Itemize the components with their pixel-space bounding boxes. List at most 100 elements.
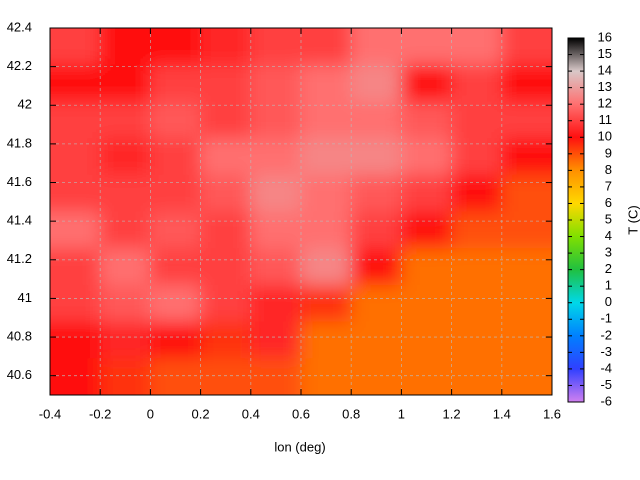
colorbar-tick-label: 0	[605, 294, 612, 309]
heatmap-cell	[200, 284, 252, 323]
heatmap-cell	[401, 138, 453, 176]
heatmap-cell	[451, 174, 503, 212]
colorbar-tick-label: 1	[605, 278, 612, 293]
colorbar-tick-label: 5	[605, 211, 612, 226]
heatmap-cell	[451, 138, 503, 176]
heatmap-cell	[301, 64, 352, 102]
heatmap-cell	[501, 358, 552, 395]
heatmap-cell	[50, 101, 101, 139]
x-tick-label: 0.4	[242, 406, 260, 421]
heatmap-cell	[250, 138, 302, 176]
heatmap-cell	[150, 284, 202, 323]
heatmap-cell	[301, 358, 352, 395]
heatmap-cell	[501, 101, 552, 139]
colorbar-tick-label: -5	[600, 377, 612, 392]
heatmap-cell	[351, 138, 402, 176]
heatmap-cell	[50, 174, 101, 212]
heatmap-cell	[401, 321, 453, 359]
heatmap-cell	[250, 284, 302, 323]
heatmap-cell	[150, 174, 202, 212]
heatmap-cell	[401, 248, 453, 286]
heatmap-cell	[250, 101, 302, 139]
heatmap-cell	[250, 211, 302, 249]
heatmap-cell	[50, 138, 101, 176]
heatmap-cell	[401, 28, 453, 66]
heatmap-cell	[301, 174, 352, 212]
heatmap-cell	[301, 284, 352, 323]
heatmap-cell	[451, 248, 503, 286]
heatmap-cell	[250, 28, 302, 66]
heatmap-cell	[50, 284, 101, 323]
colorbar-tick-label: 16	[598, 29, 612, 44]
heatmap-cell	[351, 284, 402, 323]
heatmap-cell	[150, 101, 202, 139]
colorbar-tick-label: 13	[598, 79, 612, 94]
plot-frame	[49, 27, 553, 396]
heatmap-cell	[250, 64, 302, 102]
heatmap-cell	[150, 248, 202, 286]
heatmap	[50, 28, 552, 395]
heatmap-cell	[200, 358, 252, 395]
colorbar-label: T (C)	[625, 205, 640, 234]
heatmap-cell	[351, 248, 402, 286]
heatmap-cell	[501, 211, 552, 249]
heatmap-cell	[100, 138, 151, 176]
heatmap-cell	[501, 28, 552, 66]
heatmap-cell	[200, 321, 252, 359]
y-tick-label: 42.2	[7, 58, 32, 73]
heatmap-cell	[200, 248, 252, 286]
colorbar-tick-label: 6	[605, 195, 612, 210]
x-tick-label: 0.2	[192, 406, 210, 421]
heatmap-cell	[100, 174, 151, 212]
heatmap-cell	[501, 248, 552, 286]
heatmap-cell	[301, 211, 352, 249]
y-tick-label: 41.8	[7, 135, 32, 150]
colorbar-tick-label: 12	[598, 96, 612, 111]
heatmap-cell	[150, 358, 202, 395]
heatmap-cell	[150, 64, 202, 102]
x-tick-label: -0.2	[89, 406, 111, 421]
heatmap-cell	[150, 28, 202, 66]
heatmap-cell	[301, 28, 352, 66]
heatmap-cell	[200, 64, 252, 102]
heatmap-cell	[351, 64, 402, 102]
heatmap-cell	[301, 138, 352, 176]
y-tick-label: 40.6	[7, 367, 32, 382]
y-tick-label: 42.4	[7, 19, 32, 34]
heatmap-cell	[451, 211, 503, 249]
heatmap-cell	[50, 358, 101, 395]
heatmap-cell	[351, 174, 402, 212]
heatmap-cell	[200, 174, 252, 212]
colorbar-tick-label: 3	[605, 245, 612, 260]
x-tick-label: 1.2	[443, 406, 461, 421]
heatmap-cell	[401, 358, 453, 395]
heatmap-cell	[150, 211, 202, 249]
y-tick-label: 40.8	[7, 328, 32, 343]
heatmap-cell	[100, 358, 151, 395]
heatmap-cell	[451, 101, 503, 139]
x-axis-label: lon (deg)	[274, 439, 325, 454]
heatmap-cell	[301, 321, 352, 359]
heatmap-cell	[150, 138, 202, 176]
x-tick-label: 0.8	[342, 406, 360, 421]
heatmap-cell	[250, 321, 302, 359]
heatmap-cell	[451, 284, 503, 323]
heatmap-cell	[451, 28, 503, 66]
heatmap-cell	[100, 211, 151, 249]
heatmap-cell	[351, 28, 402, 66]
colorbar-tick-label: 14	[598, 63, 612, 78]
heatmap-cell	[401, 211, 453, 249]
heatmap-cell	[351, 321, 402, 359]
heatmap-cell	[250, 174, 302, 212]
heatmap-cell	[301, 101, 352, 139]
colorbar-tick-label: 4	[605, 228, 612, 243]
y-tick-label: 41.6	[7, 174, 32, 189]
y-tick-label: 41.2	[7, 251, 32, 266]
heatmap-cell	[351, 211, 402, 249]
colorbar-tick-label: 9	[605, 145, 612, 160]
y-tick-label: 41.4	[7, 213, 32, 228]
heatmap-cell	[50, 248, 101, 286]
heatmap-cell	[50, 211, 101, 249]
heatmap-cell	[451, 64, 503, 102]
